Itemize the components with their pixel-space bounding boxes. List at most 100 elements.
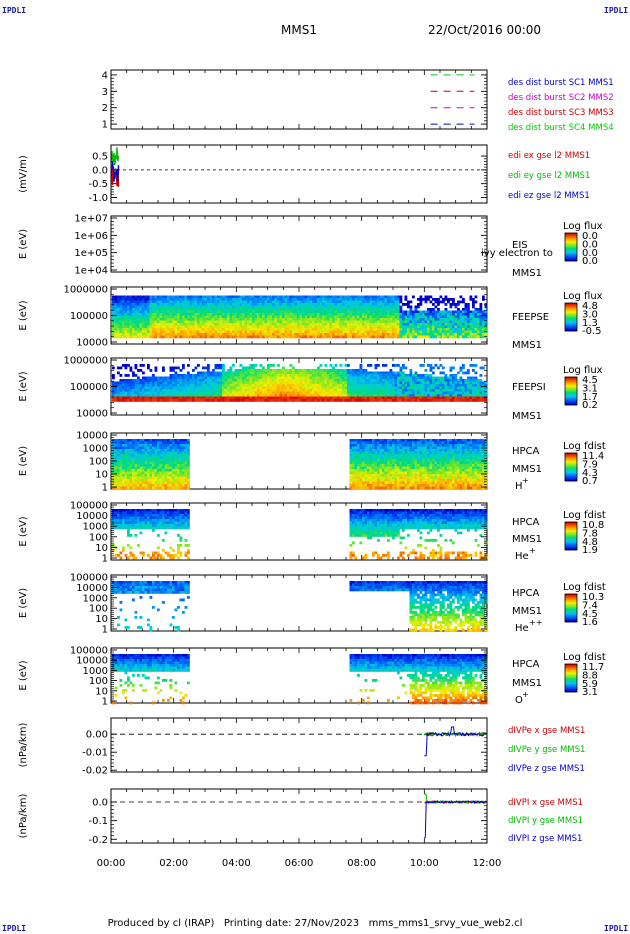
heatmap-cell [217,308,220,311]
heatmap-cell [119,300,123,304]
heatmap-cell [169,313,173,316]
heatmap-cell [277,389,280,392]
heatmap-cell [234,303,238,306]
heatmap-cell [224,386,228,390]
heatmap-cell [439,386,443,390]
heatmap-cell [144,313,148,316]
heatmap-cell [289,310,293,314]
heatmap-cell [344,320,348,324]
heatmap-cell [212,330,215,334]
heatmap-cell [189,381,193,385]
heatmap-cell [357,399,360,402]
heatmap-cell [189,313,193,316]
heatmap-cell [187,376,190,380]
heatmap-cell [304,295,308,299]
heatmap-cell [219,389,223,392]
heatmap-cell [304,374,308,377]
heatmap-cell [462,300,465,304]
heatmap-cell [289,325,293,329]
heatmap-cell [122,295,125,299]
heatmap-cell [307,318,310,321]
heatmap-cell [407,320,410,324]
heatmap-cell [479,328,483,331]
heatmap-cell [277,374,280,377]
heatmap-cell [279,320,283,324]
heatmap-cell [269,313,273,316]
heatmap-cell [382,300,385,304]
heatmap-cell [124,389,128,392]
heatmap-cell [469,315,473,319]
heatmap-cell [124,303,128,306]
heatmap-cell [422,396,425,400]
heatmap-cell [119,444,123,447]
heatmap-cell [389,386,393,390]
heatmap-cell [474,323,478,326]
heatmap-cell [262,376,265,380]
heatmap-cell [429,379,433,382]
heatmap-cell [294,379,298,382]
heatmap-cell [114,391,118,395]
heatmap-cell [444,330,448,334]
heatmap-cell [389,369,393,372]
heatmap-cell [182,333,185,336]
heatmap-cell [124,399,128,402]
heatmap-cell [369,330,373,334]
heatmap-cell [122,328,125,331]
heatmap-cell [294,381,298,385]
heatmap-cell [412,333,415,336]
heatmap-cell [227,325,230,329]
heatmap-cell [192,396,195,400]
heatmap-cell [364,308,368,311]
heatmap-cell [429,313,433,316]
heatmap-cell [444,391,448,395]
heatmap-cell [274,389,278,392]
heatmap-cell [112,396,115,400]
heatmap-cell [167,318,170,321]
heatmap-cell [399,308,403,311]
heatmap-cell [184,320,188,324]
heatmap-cell [144,391,148,395]
heatmap-cell [304,389,308,392]
heatmap-cell [472,396,475,400]
heatmap-cell [154,335,158,339]
heatmap-cell [134,391,138,395]
heatmap-cell [379,318,383,321]
heatmap-cell [442,320,445,324]
heatmap-cell [117,481,120,485]
heatmap-cell [237,335,240,339]
heatmap-cell [314,325,318,329]
heatmap-cell [252,300,255,304]
heatmap-cell [309,295,313,299]
heatmap-cell [397,298,400,301]
heatmap-cell [139,364,143,367]
heatmap-cell [144,303,148,306]
heatmap-cell [312,379,315,382]
heatmap-cell [379,335,383,339]
heatmap-cell [197,318,200,321]
heatmap-cell [459,384,463,387]
heatmap-cell [309,325,313,329]
heatmap-cell [177,313,180,316]
heatmap-cell [402,396,405,400]
heatmap-cell [334,300,338,304]
heatmap-cell [314,300,318,304]
heatmap-cell [157,300,160,304]
legend-entry: edi ex gse l2 MMS1 [508,151,590,161]
heatmap-cell [307,313,310,316]
heatmap-cell [214,381,218,385]
heatmap-cell [349,323,353,326]
heatmap-cell [137,320,140,324]
heatmap-cell [174,325,178,329]
heatmap-cell [184,318,188,321]
heatmap-cell [154,325,158,329]
heatmap-cell [419,394,423,397]
heatmap-cell [289,318,293,321]
heatmap-cell [187,303,190,306]
heatmap-cell [179,333,183,336]
heatmap-cell [474,318,478,321]
heatmap-cell [364,391,368,395]
heatmap-cell [152,313,155,316]
heatmap-cell [419,313,423,316]
heatmap-cell [119,454,123,457]
heatmap-cell [402,310,405,314]
